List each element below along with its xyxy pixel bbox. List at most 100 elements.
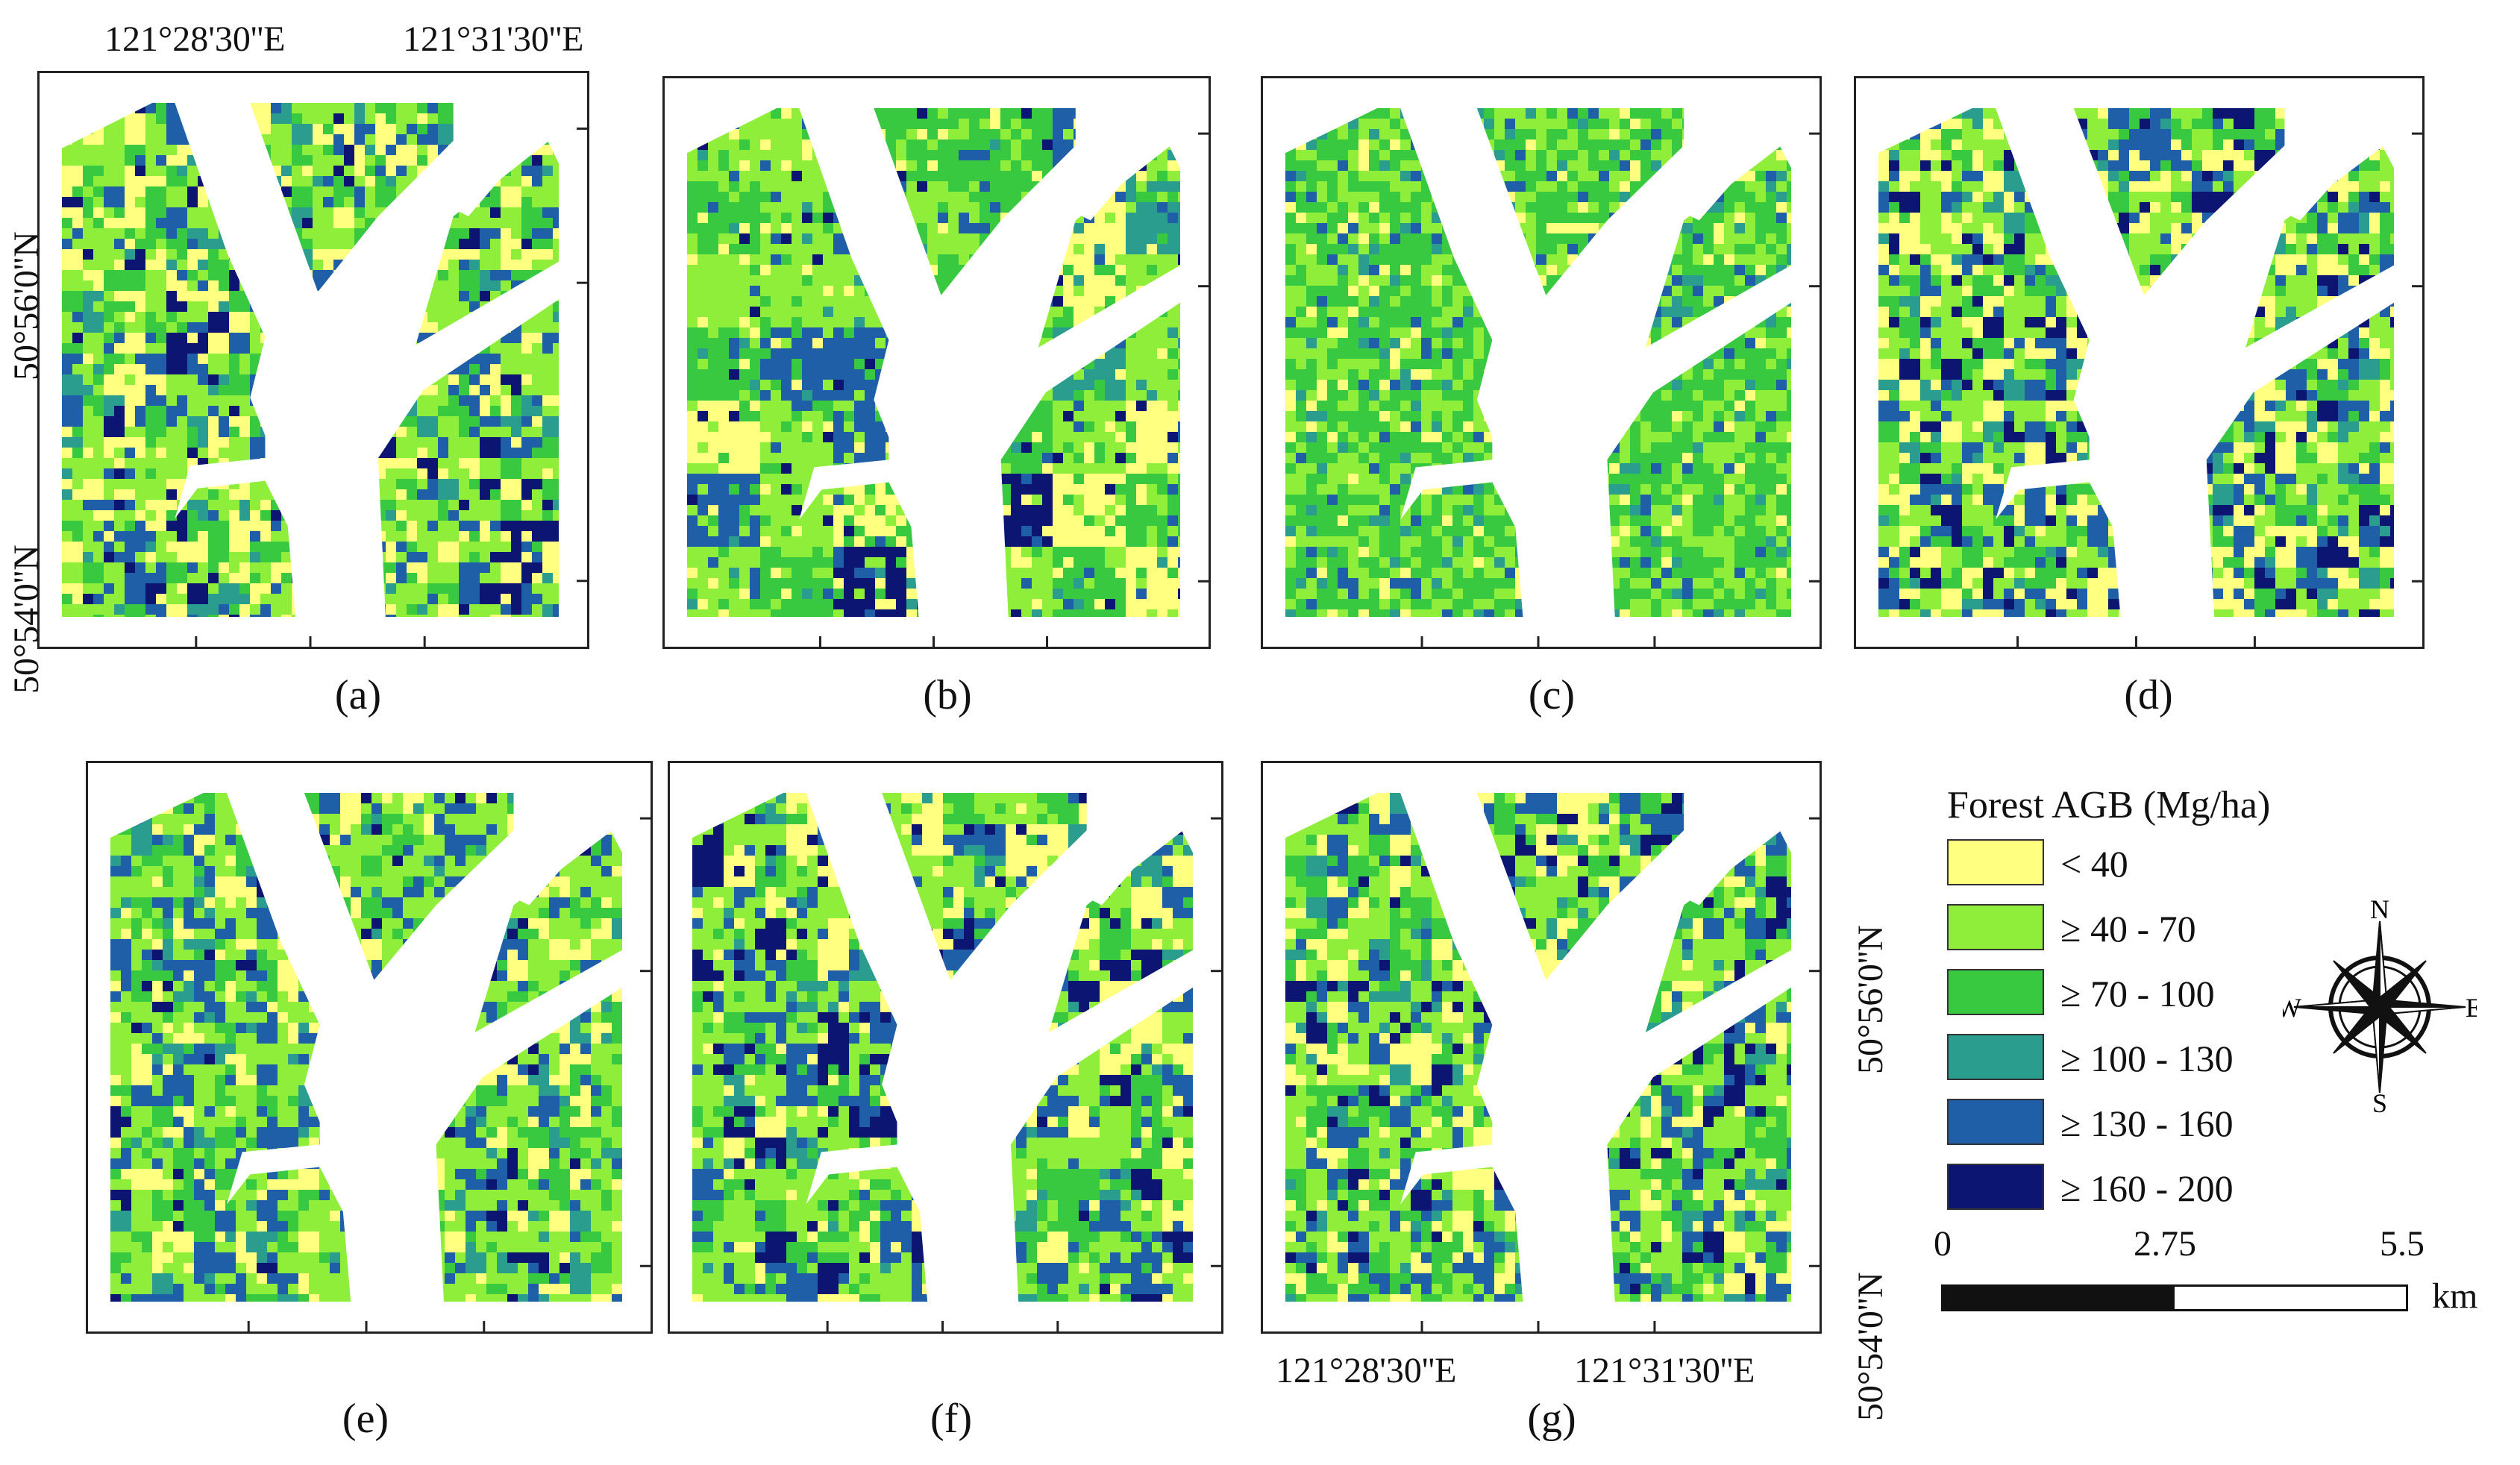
raster-cell xyxy=(938,108,948,119)
raster-cell xyxy=(781,213,792,223)
raster-cell xyxy=(104,322,114,333)
raster-cell xyxy=(448,562,459,573)
raster-cell xyxy=(781,505,792,515)
raster-cell xyxy=(1073,484,1084,495)
raster-cell xyxy=(927,202,938,213)
raster-cell xyxy=(1640,108,1651,119)
raster-cell xyxy=(1094,254,1105,265)
raster-cell xyxy=(438,113,448,124)
raster-cell xyxy=(980,213,990,223)
raster-cell xyxy=(969,192,980,202)
raster-cell xyxy=(239,573,250,583)
raster-cell xyxy=(792,536,802,547)
raster-cell xyxy=(62,416,72,427)
raster-cell xyxy=(62,510,72,521)
raster-cell xyxy=(490,458,501,468)
raster-cell xyxy=(750,265,760,275)
raster-cell xyxy=(687,192,698,202)
raster-cell xyxy=(739,171,750,181)
raster-cell xyxy=(480,583,490,594)
raster-cell xyxy=(1126,213,1136,223)
raster-cell xyxy=(906,160,917,171)
raster-cell xyxy=(480,479,490,489)
raster-cell xyxy=(229,448,239,458)
raster-cell xyxy=(1167,317,1178,327)
raster-cell xyxy=(114,312,125,322)
raster-cell xyxy=(802,568,812,578)
raster-cell xyxy=(823,369,833,380)
raster-cell xyxy=(448,416,459,427)
raster-cell xyxy=(1094,286,1105,296)
raster-cell xyxy=(72,542,83,552)
raster-cell xyxy=(459,291,469,301)
raster-cell xyxy=(865,348,875,359)
raster-cell xyxy=(1032,421,1042,432)
raster-cell xyxy=(698,223,708,233)
raster-cell xyxy=(1073,495,1084,505)
raster-cell xyxy=(698,463,708,474)
raster-cell xyxy=(1147,338,1157,348)
raster-cell xyxy=(156,374,166,385)
raster-cell xyxy=(313,218,323,228)
raster-cell xyxy=(250,333,260,343)
raster-cell xyxy=(166,166,177,176)
raster-cell xyxy=(1115,411,1126,421)
raster-cell xyxy=(62,468,72,479)
raster-cell xyxy=(219,448,229,458)
raster-cell xyxy=(760,599,771,609)
raster-cell xyxy=(1167,547,1178,557)
raster-cell xyxy=(1032,568,1042,578)
raster-cell xyxy=(1115,526,1126,536)
raster-cell xyxy=(125,468,135,479)
raster-cell xyxy=(260,552,271,562)
raster-cell xyxy=(750,526,760,536)
raster-cell xyxy=(1147,160,1157,171)
raster-cell xyxy=(1546,139,1557,150)
raster-cell xyxy=(865,307,875,317)
raster-cell xyxy=(739,495,750,505)
raster-cell xyxy=(480,218,490,228)
raster-cell xyxy=(135,113,145,124)
raster-cell xyxy=(1157,265,1167,275)
raster-cell xyxy=(833,495,844,505)
raster-cell xyxy=(448,479,459,489)
raster-cell xyxy=(229,437,239,448)
raster-cell xyxy=(501,458,511,468)
raster-cell xyxy=(553,416,559,427)
raster-cell xyxy=(553,437,559,448)
raster-cell xyxy=(386,489,396,500)
raster-cell xyxy=(417,573,427,583)
raster-cell xyxy=(896,129,906,139)
raster-cell xyxy=(104,594,114,604)
raster-cell xyxy=(114,406,125,416)
raster-cell xyxy=(771,233,781,244)
raster-cell xyxy=(104,228,114,239)
raster-cell xyxy=(156,103,166,113)
raster-cell xyxy=(521,437,532,448)
raster-cell xyxy=(219,604,229,615)
raster-cell xyxy=(187,510,198,521)
raster-cell xyxy=(229,604,239,615)
raster-cell xyxy=(1042,139,1053,150)
raster-cell xyxy=(1063,453,1073,463)
raster-cell xyxy=(1157,254,1167,265)
raster-cell xyxy=(875,536,886,547)
raster-cell xyxy=(708,589,718,599)
raster-cell xyxy=(896,526,906,536)
raster-cell xyxy=(375,124,386,134)
raster-cell xyxy=(1178,505,1180,515)
raster-cell xyxy=(104,239,114,249)
raster-cell xyxy=(177,186,187,197)
raster-cell xyxy=(542,531,553,542)
raster-cell xyxy=(959,181,969,192)
raster-cell xyxy=(1073,589,1084,599)
raster-cell xyxy=(1053,411,1063,421)
raster-cell xyxy=(521,186,532,197)
raster-cell xyxy=(708,453,718,463)
raster-cell xyxy=(145,458,156,468)
raster-cell xyxy=(886,505,896,515)
raster-cell xyxy=(1000,129,1011,139)
raster-cell xyxy=(1021,609,1032,617)
raster-cell xyxy=(532,218,542,228)
raster-cell xyxy=(1178,254,1180,265)
